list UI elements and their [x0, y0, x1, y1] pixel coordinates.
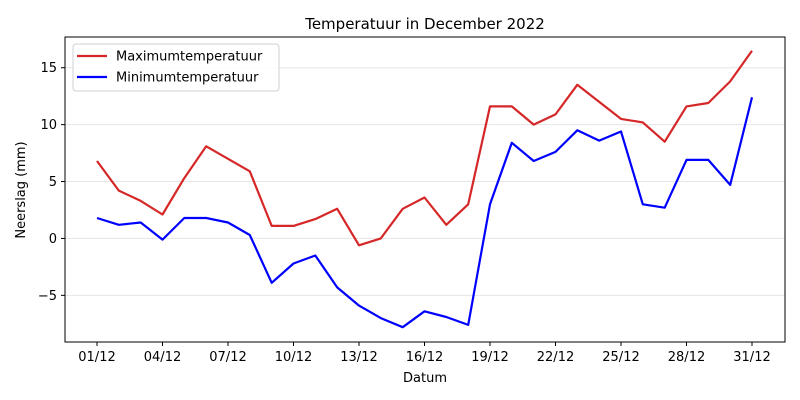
x-axis-label: Datum: [403, 371, 447, 386]
legend-label: Maximumtemperatuur: [116, 50, 263, 65]
x-tick-label: 31/12: [733, 350, 770, 365]
x-tick-label: 13/12: [340, 350, 377, 365]
plot-lines: [96, 50, 754, 329]
y-axis-label: Neerslag (mm): [14, 141, 29, 238]
chart-title: Temperatuur in December 2022: [304, 15, 545, 33]
legend-label: Minimumtemperatuur: [116, 71, 259, 86]
y-tick-label: 5: [49, 175, 57, 190]
x-tick-label: 25/12: [602, 350, 639, 365]
series-line: [96, 50, 753, 247]
y-tick-label: 0: [49, 232, 57, 247]
legend-box: [72, 43, 280, 92]
y-tick-label: 15: [40, 61, 57, 76]
x-tick-label: 28/12: [668, 350, 705, 365]
y-tick-label: 10: [40, 118, 57, 133]
y-axis: −5 0 5 10 15: [38, 61, 65, 304]
x-tick-label: 04/12: [144, 350, 181, 365]
series-line: [96, 97, 754, 329]
legend: Maximumtemperatuur Minimumtemperatuur: [72, 43, 280, 92]
x-tick-label: 19/12: [471, 350, 508, 365]
x-tick-label: 22/12: [537, 350, 574, 365]
x-axis: 01/12 04/12 07/12 10/12 13/12 16/12 19/12 22/12…: [78, 342, 771, 365]
x-tick-label: 07/12: [209, 350, 246, 365]
x-tick-label: 10/12: [275, 350, 312, 365]
x-tick-label: 01/12: [78, 350, 115, 365]
x-tick-label: 16/12: [406, 350, 443, 365]
y-tick-label: −5: [38, 289, 57, 304]
